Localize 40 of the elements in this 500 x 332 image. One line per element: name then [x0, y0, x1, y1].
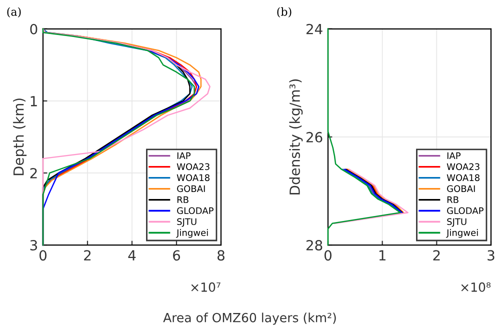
text: ×10⁸: [461, 282, 491, 292]
legend-label: SJTU: [177, 218, 196, 227]
y-tick-label: 0: [30, 24, 38, 34]
y-tick-label: 3: [30, 240, 38, 250]
chart-title: (b): [277, 7, 292, 18]
x-axis-title: Area of OMZ60 layers (km²): [163, 312, 336, 325]
y-tick-label: 26: [306, 132, 322, 142]
legend-label: WOA18: [446, 174, 480, 182]
x-tick-label: 3: [488, 250, 494, 261]
y-axis-title: Depth (km): [13, 98, 27, 176]
legend-label: WOA23: [446, 163, 480, 170]
legend-label: SJTU: [447, 218, 466, 227]
x-tick-label: 2: [433, 250, 440, 260]
legend-label: WOA23: [176, 163, 210, 170]
legend-label: Jingwei: [176, 229, 208, 238]
text: ×10⁷: [191, 282, 220, 292]
y-tick-label: 24: [306, 24, 322, 34]
legend-label: Jingwei: [446, 229, 478, 238]
legend-label: GLODAP: [447, 207, 484, 214]
legend-label: GLODAP: [177, 207, 214, 214]
legend-label: IAP: [447, 152, 461, 159]
y-axis-title: Ddensity (kg/m³): [289, 79, 303, 194]
legend-label: WOA18: [176, 174, 210, 182]
line-series: [334, 168, 408, 224]
x-tick-label: 0: [39, 250, 46, 261]
legend-label: IAP: [177, 152, 191, 159]
legend-label: GOBAI: [447, 185, 475, 192]
chart-title: (a): [7, 7, 21, 18]
legend-label: RB: [447, 196, 458, 203]
x-tick-label: 2: [84, 250, 91, 260]
x-tick-label: 8: [218, 250, 224, 261]
x-tick-label: 1: [379, 250, 386, 260]
legend-label: RB: [177, 196, 188, 203]
y-tick-label: 28: [306, 240, 322, 250]
x-tick-label: 4: [128, 250, 136, 260]
y-tick-label: 2: [30, 168, 37, 178]
legend-label: GOBAI: [177, 185, 205, 192]
y-tick-label: 1: [30, 96, 37, 106]
x-tick-label: 0: [324, 250, 332, 261]
x-tick-label: 6: [173, 250, 180, 261]
